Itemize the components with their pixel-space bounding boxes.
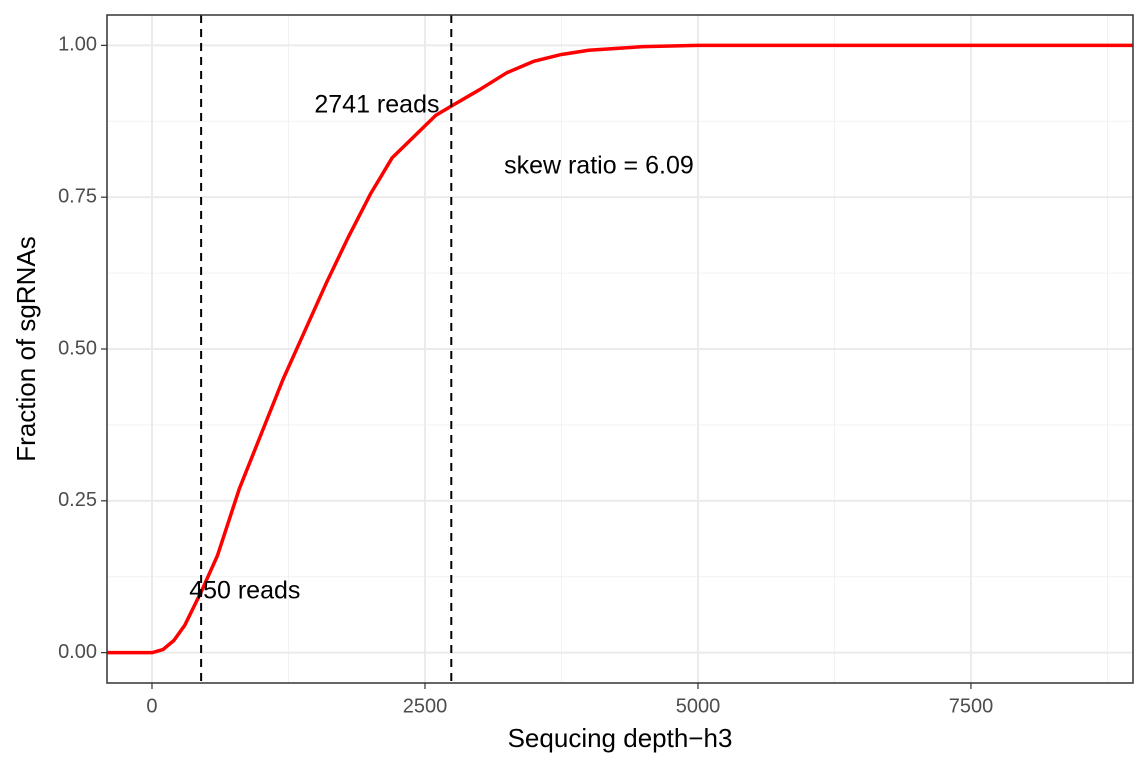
x-tick-label: 2500	[403, 695, 448, 717]
x-tick-label: 5000	[676, 695, 721, 717]
annotation: 2741 reads	[314, 91, 439, 119]
y-tick-label: 1.00	[58, 34, 97, 56]
y-axis-label: Fraction of sgRNAs	[11, 236, 41, 461]
x-tick-label: 0	[146, 695, 157, 717]
annotation: skew ratio = 6.09	[504, 151, 694, 179]
x-tick-label: 7500	[949, 695, 994, 717]
y-tick-label: 0.75	[58, 185, 97, 207]
y-tick-label: 0.25	[58, 489, 97, 511]
y-tick-label: 0.00	[58, 641, 97, 663]
annotation: 450 reads	[189, 577, 300, 605]
x-axis-label: Sequcing depth−h3	[508, 723, 733, 753]
panel-border	[106, 14, 1134, 684]
y-tick-label: 0.50	[58, 337, 97, 359]
ecdf-line	[107, 43, 1133, 655]
